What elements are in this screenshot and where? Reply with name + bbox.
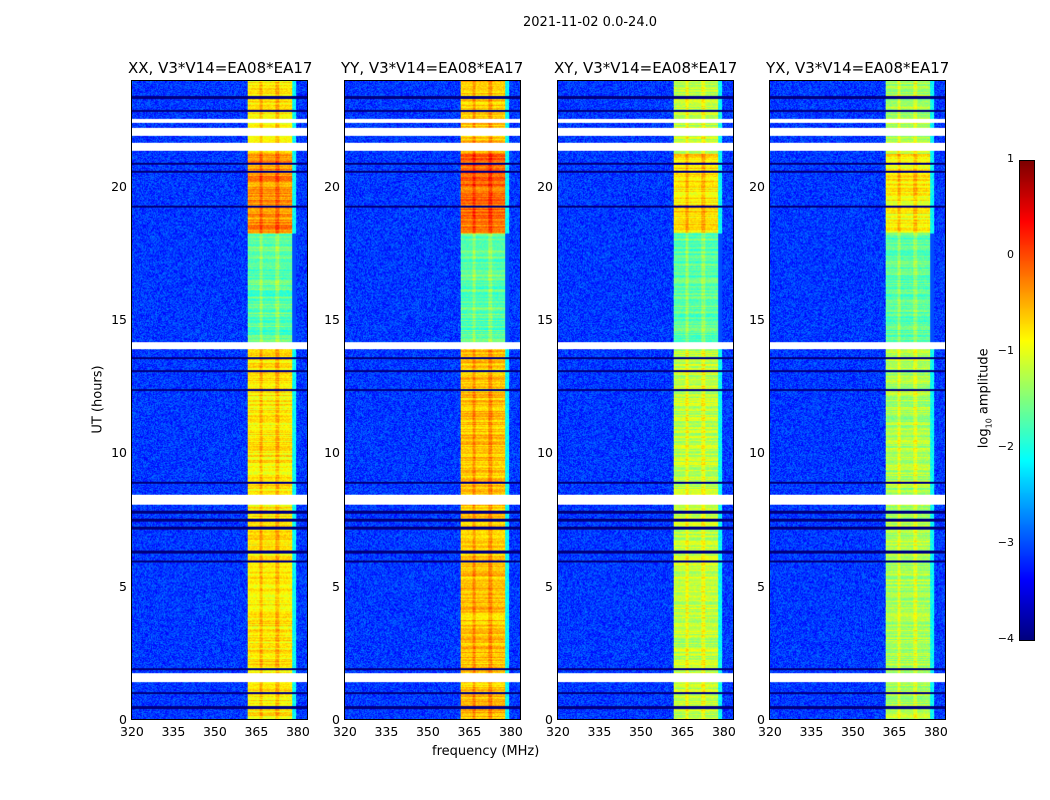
panel-title: XX, V3*V14=EA08*EA17 <box>128 59 313 77</box>
y-tick-label: 10 <box>324 445 340 461</box>
x-tick-label: 320 <box>758 724 782 739</box>
y-tick-label: 10 <box>111 445 127 461</box>
x-tick-label: 335 <box>161 724 186 739</box>
y-tick-label: 0 <box>119 712 127 727</box>
x-tick-label: 350 <box>628 724 653 739</box>
x-tick-label: 320 <box>333 724 357 739</box>
y-tick-label: 5 <box>757 578 765 594</box>
y-tick-label: 15 <box>111 312 127 327</box>
y-tick-label: 20 <box>749 178 765 194</box>
y-tick-label: 20 <box>324 178 340 194</box>
x-tick-label: 350 <box>415 724 440 739</box>
x-tick-label: 365 <box>882 724 907 739</box>
waterfall-xx <box>131 80 308 720</box>
x-tick-label: 320 <box>120 724 144 739</box>
colorbar-tick-label: 1 <box>1007 152 1014 165</box>
x-tick-label: 335 <box>799 724 824 739</box>
y-tick-label: 5 <box>545 578 553 594</box>
x-tick-label: 350 <box>840 724 865 739</box>
colorbar-tick-label: 0 <box>1007 248 1014 261</box>
y-tick-label: 15 <box>537 312 553 327</box>
y-tick-label: 5 <box>332 578 340 594</box>
panel-title: YX, V3*V14=EA08*EA17 <box>766 59 950 77</box>
colorbar-tick-label: −2 <box>997 440 1014 453</box>
waterfall-xy <box>557 80 734 720</box>
x-tick-label: 320 <box>546 724 570 739</box>
x-axis-label: frequency (MHz) <box>432 744 540 759</box>
waterfall-yy <box>344 80 521 720</box>
y-axis-label: UT (hours) <box>90 365 106 434</box>
x-tick-label: 365 <box>244 724 269 739</box>
x-tick-label: 380 <box>285 724 310 739</box>
x-tick-label: 380 <box>923 724 948 739</box>
x-tick-label: 350 <box>202 724 227 739</box>
x-tick-label: 365 <box>670 724 695 739</box>
y-tick-label: 20 <box>111 178 127 194</box>
y-tick-label: 15 <box>749 312 765 327</box>
y-tick-label: 0 <box>757 712 765 727</box>
x-tick-label: 380 <box>711 724 736 739</box>
waterfall-yx <box>769 80 946 720</box>
x-tick-label: 365 <box>457 724 482 739</box>
y-tick-label: 10 <box>749 445 765 461</box>
y-tick-label: 5 <box>119 578 127 594</box>
colorbar-label: log10 amplitude <box>976 348 994 449</box>
y-tick-label: 0 <box>332 712 340 727</box>
colorbar-tick-label: −4 <box>997 632 1014 645</box>
x-tick-label: 335 <box>587 724 612 739</box>
colorbar <box>1019 160 1035 641</box>
figure-title: 2021-11-02 0.0-24.0 <box>523 15 657 30</box>
colorbar-tick-label: −1 <box>997 344 1014 357</box>
x-tick-label: 380 <box>498 724 523 739</box>
y-tick-label: 20 <box>537 178 553 194</box>
panel-title: XY, V3*V14=EA08*EA17 <box>554 59 738 77</box>
colorbar-tick-label: −3 <box>997 536 1014 549</box>
x-tick-label: 335 <box>374 724 399 739</box>
y-tick-label: 0 <box>545 712 553 727</box>
panel-title: YY, V3*V14=EA08*EA17 <box>341 59 524 77</box>
y-tick-label: 15 <box>324 312 340 327</box>
y-tick-label: 10 <box>537 445 553 461</box>
